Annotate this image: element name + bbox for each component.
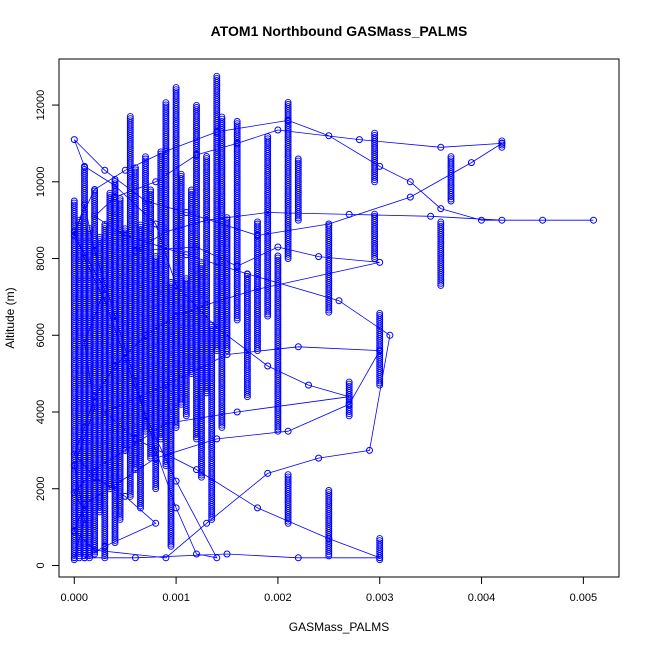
data-point <box>274 126 282 134</box>
data-points <box>70 72 597 564</box>
data-point <box>315 454 323 462</box>
data-point <box>152 519 160 527</box>
data-point <box>264 469 272 477</box>
data-point <box>116 197 124 205</box>
data-point <box>70 201 78 209</box>
data-point <box>213 554 221 562</box>
data-point <box>467 159 475 167</box>
data-point <box>406 178 414 186</box>
data-point <box>284 427 292 435</box>
data-point <box>81 163 88 171</box>
data-point <box>274 243 282 251</box>
data-point <box>590 216 597 224</box>
data-point <box>111 178 119 186</box>
data-point <box>91 191 99 199</box>
data-point <box>121 166 129 174</box>
data-point <box>345 210 353 218</box>
data-point <box>106 194 114 201</box>
chart-title: ATOM1 Northbound GASMass_PALMS <box>211 23 468 39</box>
data-point <box>101 166 109 174</box>
data-point <box>70 197 78 205</box>
data-point <box>193 550 200 558</box>
data-point <box>116 199 124 207</box>
plot-area <box>58 58 620 578</box>
data-point <box>437 143 445 151</box>
data-point <box>406 193 414 201</box>
data-point <box>81 168 88 176</box>
data-point <box>437 205 445 213</box>
data-point <box>70 136 78 144</box>
data-point <box>539 216 547 224</box>
data-point <box>254 504 261 512</box>
data-point <box>70 199 78 207</box>
data-point <box>131 554 139 562</box>
data-point <box>203 519 211 527</box>
data-point <box>233 408 241 416</box>
data-point <box>355 136 363 144</box>
data-point <box>193 466 200 474</box>
data-point <box>223 550 231 558</box>
data-point <box>478 216 485 224</box>
data-point <box>91 187 99 195</box>
data-point <box>106 189 114 197</box>
data-point <box>91 189 99 197</box>
data-point <box>111 180 119 188</box>
data-point <box>162 554 170 562</box>
data-point <box>376 258 384 266</box>
data-point <box>294 554 302 562</box>
data-point <box>386 331 394 339</box>
data-point <box>335 297 343 305</box>
data-point <box>81 166 88 173</box>
data-point <box>264 362 272 370</box>
data-point <box>498 216 506 224</box>
data-point <box>111 176 119 183</box>
data-point <box>106 191 114 199</box>
data-point <box>325 132 333 140</box>
data-point <box>366 446 373 454</box>
data-point <box>116 195 124 203</box>
data-point <box>305 381 312 389</box>
data-point <box>427 212 435 220</box>
data-point <box>294 343 302 351</box>
data-point <box>315 253 323 261</box>
